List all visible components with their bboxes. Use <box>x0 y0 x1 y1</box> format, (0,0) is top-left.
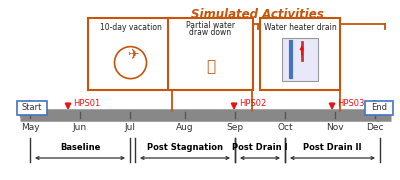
Text: Start: Start <box>22 103 42 112</box>
Text: HPS03: HPS03 <box>337 98 364 107</box>
Bar <box>17 101 47 115</box>
Text: 10-day vacation: 10-day vacation <box>100 23 162 32</box>
Text: Post Drain II: Post Drain II <box>303 143 362 152</box>
Text: Jun: Jun <box>73 123 87 132</box>
Text: Post Stagnation: Post Stagnation <box>147 143 223 152</box>
Text: Simulated Activities: Simulated Activities <box>191 8 324 21</box>
Text: Partial water: Partial water <box>186 21 235 30</box>
Text: Post Drain I: Post Drain I <box>232 143 288 152</box>
Text: Oct: Oct <box>277 123 293 132</box>
Text: Aug: Aug <box>176 123 194 132</box>
Text: ✈: ✈ <box>128 48 139 62</box>
Text: Jul: Jul <box>124 123 136 132</box>
Text: Water heater drain: Water heater drain <box>264 23 336 32</box>
Text: Nov: Nov <box>326 123 344 132</box>
Text: Sep: Sep <box>226 123 244 132</box>
Text: Dec: Dec <box>366 123 384 132</box>
Bar <box>365 101 393 115</box>
Bar <box>88 18 173 90</box>
Text: HPS01: HPS01 <box>73 98 100 107</box>
Text: 🔨: 🔨 <box>206 59 215 75</box>
Bar <box>260 18 340 90</box>
Text: End: End <box>371 103 387 112</box>
Text: draw down: draw down <box>190 28 232 37</box>
Bar <box>168 18 253 90</box>
Text: Baseline: Baseline <box>60 143 100 152</box>
Text: May: May <box>21 123 39 132</box>
Bar <box>282 38 318 81</box>
Text: HPS02: HPS02 <box>239 98 266 107</box>
